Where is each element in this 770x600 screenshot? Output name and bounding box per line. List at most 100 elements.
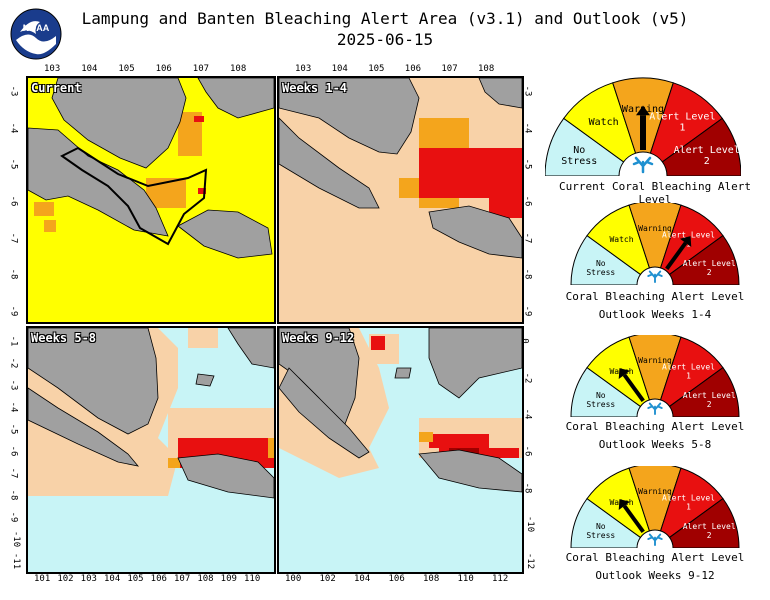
land	[28, 328, 274, 499]
gauge-segment-label: Watch	[589, 117, 619, 128]
bottom-tick-label: 108	[197, 574, 214, 584]
gauge-segment-label: 1	[686, 502, 691, 511]
top-tick-label: 104	[331, 64, 348, 74]
map-current	[28, 78, 274, 322]
gauge-segment-label: Warning	[638, 487, 672, 496]
map-weeks-9-12	[279, 328, 522, 572]
panel-label-weeks-5-8: Weeks 5-8	[31, 331, 97, 345]
gauge-segment-label: Alert Level	[683, 259, 736, 268]
top-tick-label: 106	[404, 64, 422, 74]
panel-label-weeks-9-12: Weeks 9-12	[282, 331, 355, 345]
bottom-tick-label: 102	[319, 574, 336, 584]
land	[279, 78, 522, 259]
bottom-tick-label: 110	[244, 574, 261, 584]
gauge-segment	[668, 497, 740, 548]
noaa-logo-text: NOAA	[23, 23, 50, 33]
top-tick-label: 108	[478, 64, 495, 74]
noaa-logo: NOAA	[10, 8, 62, 60]
panel-weeks-1-4: Weeks 1-4	[277, 76, 524, 324]
top-tick-label: 103	[295, 64, 312, 74]
coral-icon	[632, 156, 654, 174]
panel-current: Current	[26, 76, 276, 324]
left-tick-label: -9	[8, 305, 19, 317]
bottom-tick-label: 103	[80, 574, 97, 584]
bottom-tick-label: 106	[388, 574, 405, 584]
top-tick-label: 108	[230, 64, 247, 74]
gauge-needle	[665, 241, 688, 270]
map-weeks-5-8	[28, 328, 274, 572]
right-tick-label: -5	[522, 158, 533, 170]
gauge-subcaption: Outlook Weeks 5-8	[598, 438, 712, 451]
gauge-segment-label: Alert Level	[674, 145, 740, 156]
panel-weeks-9-12: Weeks 9-12	[277, 326, 524, 574]
left-tick-label: -7	[8, 467, 19, 479]
right-tick-label: -3	[522, 85, 533, 97]
map-weeks-1-4	[279, 78, 522, 322]
left-tick-label: -4	[8, 122, 19, 134]
right-tick-label: 0	[519, 338, 530, 344]
right-tick-label: -7	[522, 232, 533, 244]
gauge-segment-label: 2	[707, 400, 712, 409]
gauge-needle	[622, 373, 645, 402]
gauge-needle	[622, 504, 645, 533]
right-tick-label: -12	[525, 552, 536, 570]
gauge-segment-label: Stress	[586, 268, 615, 277]
right-tick-label: -6	[522, 445, 533, 457]
gauge-segment	[668, 366, 740, 417]
gauge-segment-label: No	[596, 391, 606, 400]
gauge-segment-label: Stress	[561, 156, 597, 167]
right-tick-label: -10	[525, 516, 536, 533]
bottom-tick-label: 112	[492, 574, 509, 584]
gauge-caption: Coral Bleaching Alert Level	[565, 290, 745, 303]
panel-label-weeks-1-4: Weeks 1-4	[282, 81, 348, 95]
bottom-tick-label: 106	[150, 574, 167, 584]
left-tick-label: -9	[8, 511, 19, 523]
gauge-segment-label: 2	[704, 156, 710, 167]
left-tick-label: -11	[11, 552, 22, 570]
top-tick-label: 106	[155, 64, 172, 74]
gauge-subcaption: Outlook Weeks 1-4	[598, 308, 712, 321]
left-tick-label: -6	[8, 445, 19, 457]
gauge-segment-label: 2	[707, 531, 712, 540]
bottom-tick-label: 110	[457, 574, 474, 584]
left-tick-label: -2	[8, 357, 19, 369]
gauge-needle-head	[636, 105, 650, 116]
gauge-segment	[668, 234, 740, 285]
gauge-caption: Coral Bleaching Alert Level	[565, 420, 745, 433]
left-tick-label: -8	[8, 489, 19, 501]
gauge-segment-label: Warning	[638, 356, 672, 365]
left-tick-label: -6	[8, 195, 19, 207]
bottom-tick-label: 109	[220, 574, 237, 584]
panel-weeks-5-8: Weeks 5-8	[26, 326, 276, 574]
right-tick-label: -4	[522, 408, 533, 420]
gauge-needle-head	[679, 236, 692, 247]
gauge-segment-label: Stress	[586, 531, 615, 540]
left-tick-label: -1	[8, 335, 19, 347]
top-tick-label: 104	[81, 64, 98, 74]
right-tick-label: -9	[522, 305, 533, 317]
right-tick-label: -6	[522, 195, 533, 207]
coral-icon	[647, 270, 663, 283]
left-tick-label: -5	[8, 158, 19, 170]
top-tick-label: 107	[192, 64, 210, 74]
bottom-tick-label: 107	[174, 574, 191, 584]
gauge-segment-label: Stress	[586, 400, 615, 409]
bottom-tick-label: 102	[57, 574, 74, 584]
top-tick-label: 105	[368, 64, 385, 74]
bottom-tick-label: 101	[34, 574, 51, 584]
gauge-segment-label: Alert Level	[662, 230, 715, 239]
gauge-segment-label: Warning	[638, 224, 672, 233]
bottom-tick-label: 104	[104, 574, 121, 584]
right-tick-label: -8	[522, 482, 533, 494]
gauge-segment-label: Alert Level	[662, 362, 715, 371]
gauge-segment-label: No	[596, 259, 606, 268]
bottom-tick-label: 100	[285, 574, 302, 584]
gauge-segment-label: 2	[707, 268, 712, 277]
map-title: Lampung and Banten Bleaching Alert Area …	[81, 9, 689, 28]
gauge-subcaption: Outlook Weeks 9-12	[595, 569, 715, 582]
map-date: 2025-06-15	[336, 30, 434, 49]
